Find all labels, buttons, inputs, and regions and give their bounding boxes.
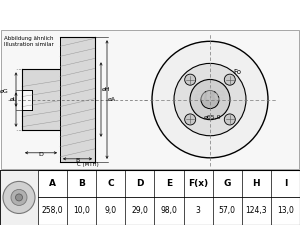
Circle shape — [16, 194, 22, 201]
Circle shape — [201, 90, 219, 109]
Text: B: B — [78, 179, 85, 188]
Text: H: H — [253, 179, 260, 188]
Bar — [22, 70, 60, 130]
Text: øA: øA — [108, 97, 116, 102]
Text: øH: øH — [102, 87, 111, 92]
Text: 9,0: 9,0 — [105, 207, 117, 216]
Text: ate: ate — [194, 86, 226, 104]
Text: B: B — [75, 158, 80, 163]
Bar — [22, 90, 32, 110]
Circle shape — [152, 41, 268, 158]
Text: øG: øG — [0, 89, 9, 94]
Circle shape — [185, 74, 196, 85]
Text: Illustration similar: Illustration similar — [4, 42, 54, 47]
Text: 24.0110-0198.1: 24.0110-0198.1 — [61, 8, 161, 21]
Text: 124,3: 124,3 — [245, 207, 267, 216]
Text: 29,0: 29,0 — [131, 207, 148, 216]
Text: C: C — [107, 179, 114, 188]
Text: Fo: Fo — [234, 69, 242, 75]
Text: 3: 3 — [196, 207, 200, 216]
Text: I: I — [284, 179, 287, 188]
Circle shape — [185, 114, 196, 125]
Text: 258,0: 258,0 — [42, 207, 63, 216]
Text: 57,0: 57,0 — [219, 207, 236, 216]
Text: 98,0: 98,0 — [160, 207, 177, 216]
Text: E: E — [166, 179, 172, 188]
Polygon shape — [60, 37, 95, 162]
Bar — [0, 170, 38, 225]
Text: D: D — [39, 152, 44, 157]
Text: 10,0: 10,0 — [73, 207, 90, 216]
Text: C (MTH): C (MTH) — [76, 162, 98, 167]
Text: D: D — [136, 179, 144, 188]
Text: 13,0: 13,0 — [277, 207, 294, 216]
Text: F(x): F(x) — [188, 179, 208, 188]
Circle shape — [224, 74, 235, 85]
Circle shape — [11, 189, 27, 205]
Text: 410198: 410198 — [198, 8, 240, 21]
Circle shape — [174, 63, 246, 136]
Text: ø65,0: ø65,0 — [204, 115, 222, 120]
Circle shape — [3, 181, 35, 214]
Circle shape — [224, 114, 235, 125]
Text: A: A — [49, 179, 56, 188]
Circle shape — [190, 79, 230, 120]
Text: Abbildung ähnlich: Abbildung ähnlich — [4, 36, 53, 41]
Text: øI: øI — [9, 97, 15, 102]
Text: G: G — [224, 179, 231, 188]
